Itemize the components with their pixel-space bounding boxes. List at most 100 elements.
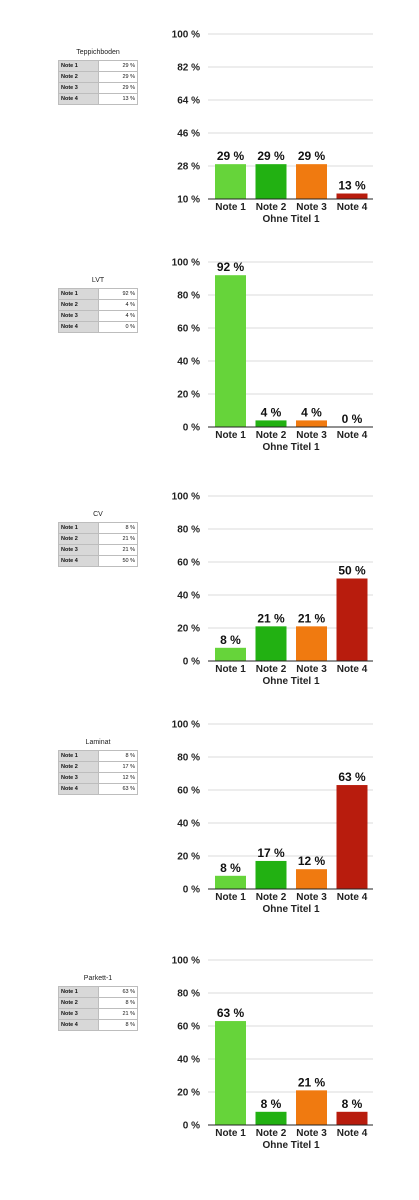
bar bbox=[336, 785, 368, 889]
bar bbox=[336, 578, 368, 661]
y-tick-label: 10 % bbox=[177, 195, 200, 206]
bar-chart: 0 % 20 % 40 % 60 % 80 % 100 % 63 % Note 1 8 % Not… bbox=[172, 956, 373, 1151]
y-tick-label: 60 % bbox=[177, 558, 200, 569]
data-label: 21 % bbox=[257, 611, 285, 625]
bar bbox=[336, 193, 368, 199]
table-row: Note 4 50 % bbox=[58, 555, 138, 567]
y-tick-label: 0 % bbox=[183, 885, 200, 896]
y-tick-label: 20 % bbox=[177, 624, 200, 635]
bar-chart: 0 % 20 % 40 % 60 % 80 % 100 % 8 % Note 1 21 % Not… bbox=[172, 492, 373, 687]
y-tick-label: 0 % bbox=[183, 657, 200, 668]
table-row-label: Note 3 bbox=[58, 82, 99, 94]
y-tick-label: 40 % bbox=[177, 1055, 200, 1066]
data-label: 4 % bbox=[261, 405, 282, 419]
data-label: 4 % bbox=[301, 405, 322, 419]
y-tick-label: 40 % bbox=[177, 819, 200, 830]
table-row: Note 1 63 % bbox=[58, 986, 138, 998]
table-row-value: 92 % bbox=[98, 288, 138, 300]
data-label: 17 % bbox=[257, 846, 285, 860]
data-label: 92 % bbox=[217, 260, 245, 274]
table-row-value: 29 % bbox=[98, 82, 138, 94]
table-row-value: 8 % bbox=[98, 522, 138, 534]
table-row-value: 0 % bbox=[98, 321, 138, 333]
x-axis-title: Ohne Titel 1 bbox=[262, 676, 319, 687]
table-row: Note 2 29 % bbox=[58, 71, 138, 83]
y-tick-label: 82 % bbox=[177, 63, 200, 74]
y-tick-label: 20 % bbox=[177, 1088, 200, 1099]
table-title: CV bbox=[93, 511, 103, 518]
y-tick-label: 46 % bbox=[177, 129, 200, 140]
x-axis-title: Ohne Titel 1 bbox=[262, 1140, 319, 1151]
data-table: Note 1 29 % Note 2 29 % Note 3 29 % Note 4 13 % bbox=[58, 60, 138, 105]
table-row-label: Note 4 bbox=[58, 321, 99, 333]
table-row-label: Note 1 bbox=[58, 986, 99, 998]
data-label: 63 % bbox=[338, 770, 366, 784]
table-row: Note 3 12 % bbox=[58, 772, 138, 784]
data-label: 8 % bbox=[220, 861, 241, 875]
table-row-value: 21 % bbox=[98, 544, 138, 556]
table-row-value: 21 % bbox=[98, 533, 138, 545]
table-row-label: Note 3 bbox=[58, 772, 99, 784]
bar-chart: 10 % 28 % 46 % 64 % 82 % 100 % 29 % Note 1 29 % N… bbox=[172, 30, 373, 225]
x-tick-label: Note 4 bbox=[337, 664, 368, 675]
y-tick-label: 100 % bbox=[172, 30, 200, 41]
data-label: 0 % bbox=[342, 412, 363, 426]
table-row-label: Note 1 bbox=[58, 288, 99, 300]
table-row-label: Note 4 bbox=[58, 555, 99, 567]
table-row-label: Note 3 bbox=[58, 310, 99, 322]
data-label: 50 % bbox=[338, 564, 366, 578]
x-tick-label: Note 2 bbox=[256, 664, 287, 675]
y-tick-label: 60 % bbox=[177, 1022, 200, 1033]
table-row-value: 63 % bbox=[98, 783, 138, 795]
x-tick-label: Note 2 bbox=[256, 892, 287, 903]
y-tick-label: 80 % bbox=[177, 291, 200, 302]
x-tick-label: Note 1 bbox=[215, 202, 246, 213]
table-row-label: Note 3 bbox=[58, 544, 99, 556]
y-tick-label: 60 % bbox=[177, 786, 200, 797]
x-axis-title: Ohne Titel 1 bbox=[262, 442, 319, 453]
table-row-value: 12 % bbox=[98, 772, 138, 784]
x-tick-label: Note 4 bbox=[337, 430, 368, 441]
table-row: Note 2 21 % bbox=[58, 533, 138, 545]
x-tick-label: Note 3 bbox=[296, 202, 327, 213]
bar bbox=[215, 164, 246, 199]
table-title: Parkett-1 bbox=[83, 975, 113, 982]
data-label: 8 % bbox=[261, 1097, 282, 1111]
x-axis-title: Ohne Titel 1 bbox=[262, 214, 319, 225]
bar bbox=[215, 875, 246, 889]
y-tick-label: 100 % bbox=[172, 492, 200, 503]
table-row-value: 63 % bbox=[98, 986, 138, 998]
table-row: Note 3 21 % bbox=[58, 544, 138, 556]
bar bbox=[215, 1021, 246, 1125]
bar bbox=[255, 164, 287, 199]
y-tick-label: 64 % bbox=[177, 96, 200, 107]
table-row-value: 17 % bbox=[98, 761, 138, 773]
table-row-value: 4 % bbox=[98, 310, 138, 322]
x-tick-label: Note 1 bbox=[215, 664, 246, 675]
y-tick-label: 60 % bbox=[177, 324, 200, 335]
data-label: 63 % bbox=[217, 1006, 245, 1020]
table-row: Note 2 17 % bbox=[58, 761, 138, 773]
table-row-label: Note 4 bbox=[58, 783, 99, 795]
table-row-value: 4 % bbox=[98, 299, 138, 311]
table-row: Note 3 29 % bbox=[58, 82, 138, 94]
table-row: Note 1 92 % bbox=[58, 288, 138, 300]
x-tick-label: Note 4 bbox=[337, 892, 368, 903]
data-label: 13 % bbox=[338, 179, 366, 193]
y-tick-label: 0 % bbox=[183, 423, 200, 434]
x-tick-label: Note 1 bbox=[215, 1128, 246, 1139]
bar bbox=[296, 1090, 327, 1125]
table-row-label: Note 2 bbox=[58, 533, 99, 545]
table-row-label: Note 2 bbox=[58, 761, 99, 773]
table-row-value: 21 % bbox=[98, 1008, 138, 1020]
x-tick-label: Note 2 bbox=[256, 430, 287, 441]
table-row-label: Note 1 bbox=[58, 522, 99, 534]
bar bbox=[255, 1111, 287, 1125]
x-tick-label: Note 1 bbox=[215, 430, 246, 441]
bar-chart: 0 % 20 % 40 % 60 % 80 % 100 % 8 % Note 1 17 % Not… bbox=[172, 720, 373, 915]
